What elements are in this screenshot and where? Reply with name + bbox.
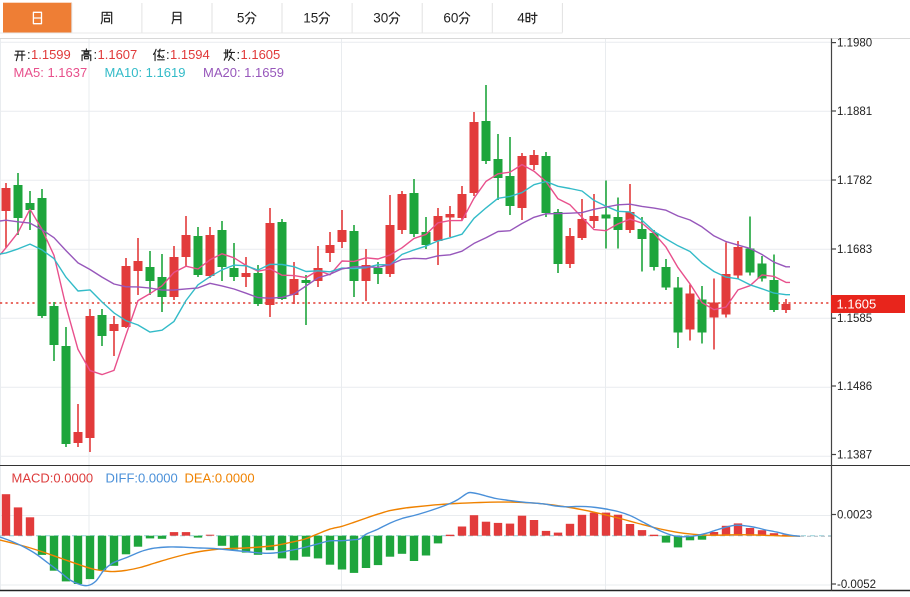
svg-text::: : <box>237 47 241 62</box>
svg-text:1.1585: 1.1585 <box>837 313 872 325</box>
svg-text:MA20: 1.1659: MA20: 1.1659 <box>203 65 284 80</box>
svg-text::: : <box>94 47 98 62</box>
svg-text:1.1782: 1.1782 <box>837 175 872 187</box>
svg-text:MACD:0.0000: MACD:0.0000 <box>12 471 94 486</box>
svg-text::: : <box>27 47 31 62</box>
svg-text:DEA:0.0000: DEA:0.0000 <box>185 471 255 486</box>
svg-text:1.1605: 1.1605 <box>241 47 281 62</box>
svg-text::: : <box>166 47 170 62</box>
svg-text:-0.0052: -0.0052 <box>837 579 876 591</box>
svg-text:1.1594: 1.1594 <box>170 47 210 62</box>
svg-text:5: 5 <box>237 11 245 26</box>
svg-text:30: 30 <box>373 11 388 26</box>
svg-text:MA5: 1.1637: MA5: 1.1637 <box>14 65 88 80</box>
svg-text:0.0023: 0.0023 <box>837 509 872 521</box>
svg-text:1.1683: 1.1683 <box>837 244 872 256</box>
svg-text:1.1881: 1.1881 <box>837 106 872 118</box>
svg-text:DIFF:0.0000: DIFF:0.0000 <box>106 471 178 486</box>
svg-text:1.1607: 1.1607 <box>98 47 138 62</box>
svg-text:MA10: 1.1619: MA10: 1.1619 <box>105 65 186 80</box>
svg-text:1.1599: 1.1599 <box>31 47 71 62</box>
svg-text:1.1486: 1.1486 <box>837 381 872 393</box>
svg-text:60: 60 <box>443 11 458 26</box>
svg-text:15: 15 <box>303 11 318 26</box>
svg-text:1.1387: 1.1387 <box>837 449 872 461</box>
svg-text:1.1980: 1.1980 <box>837 37 872 49</box>
svg-text:1.1605: 1.1605 <box>837 297 877 312</box>
svg-text:4: 4 <box>517 11 525 26</box>
